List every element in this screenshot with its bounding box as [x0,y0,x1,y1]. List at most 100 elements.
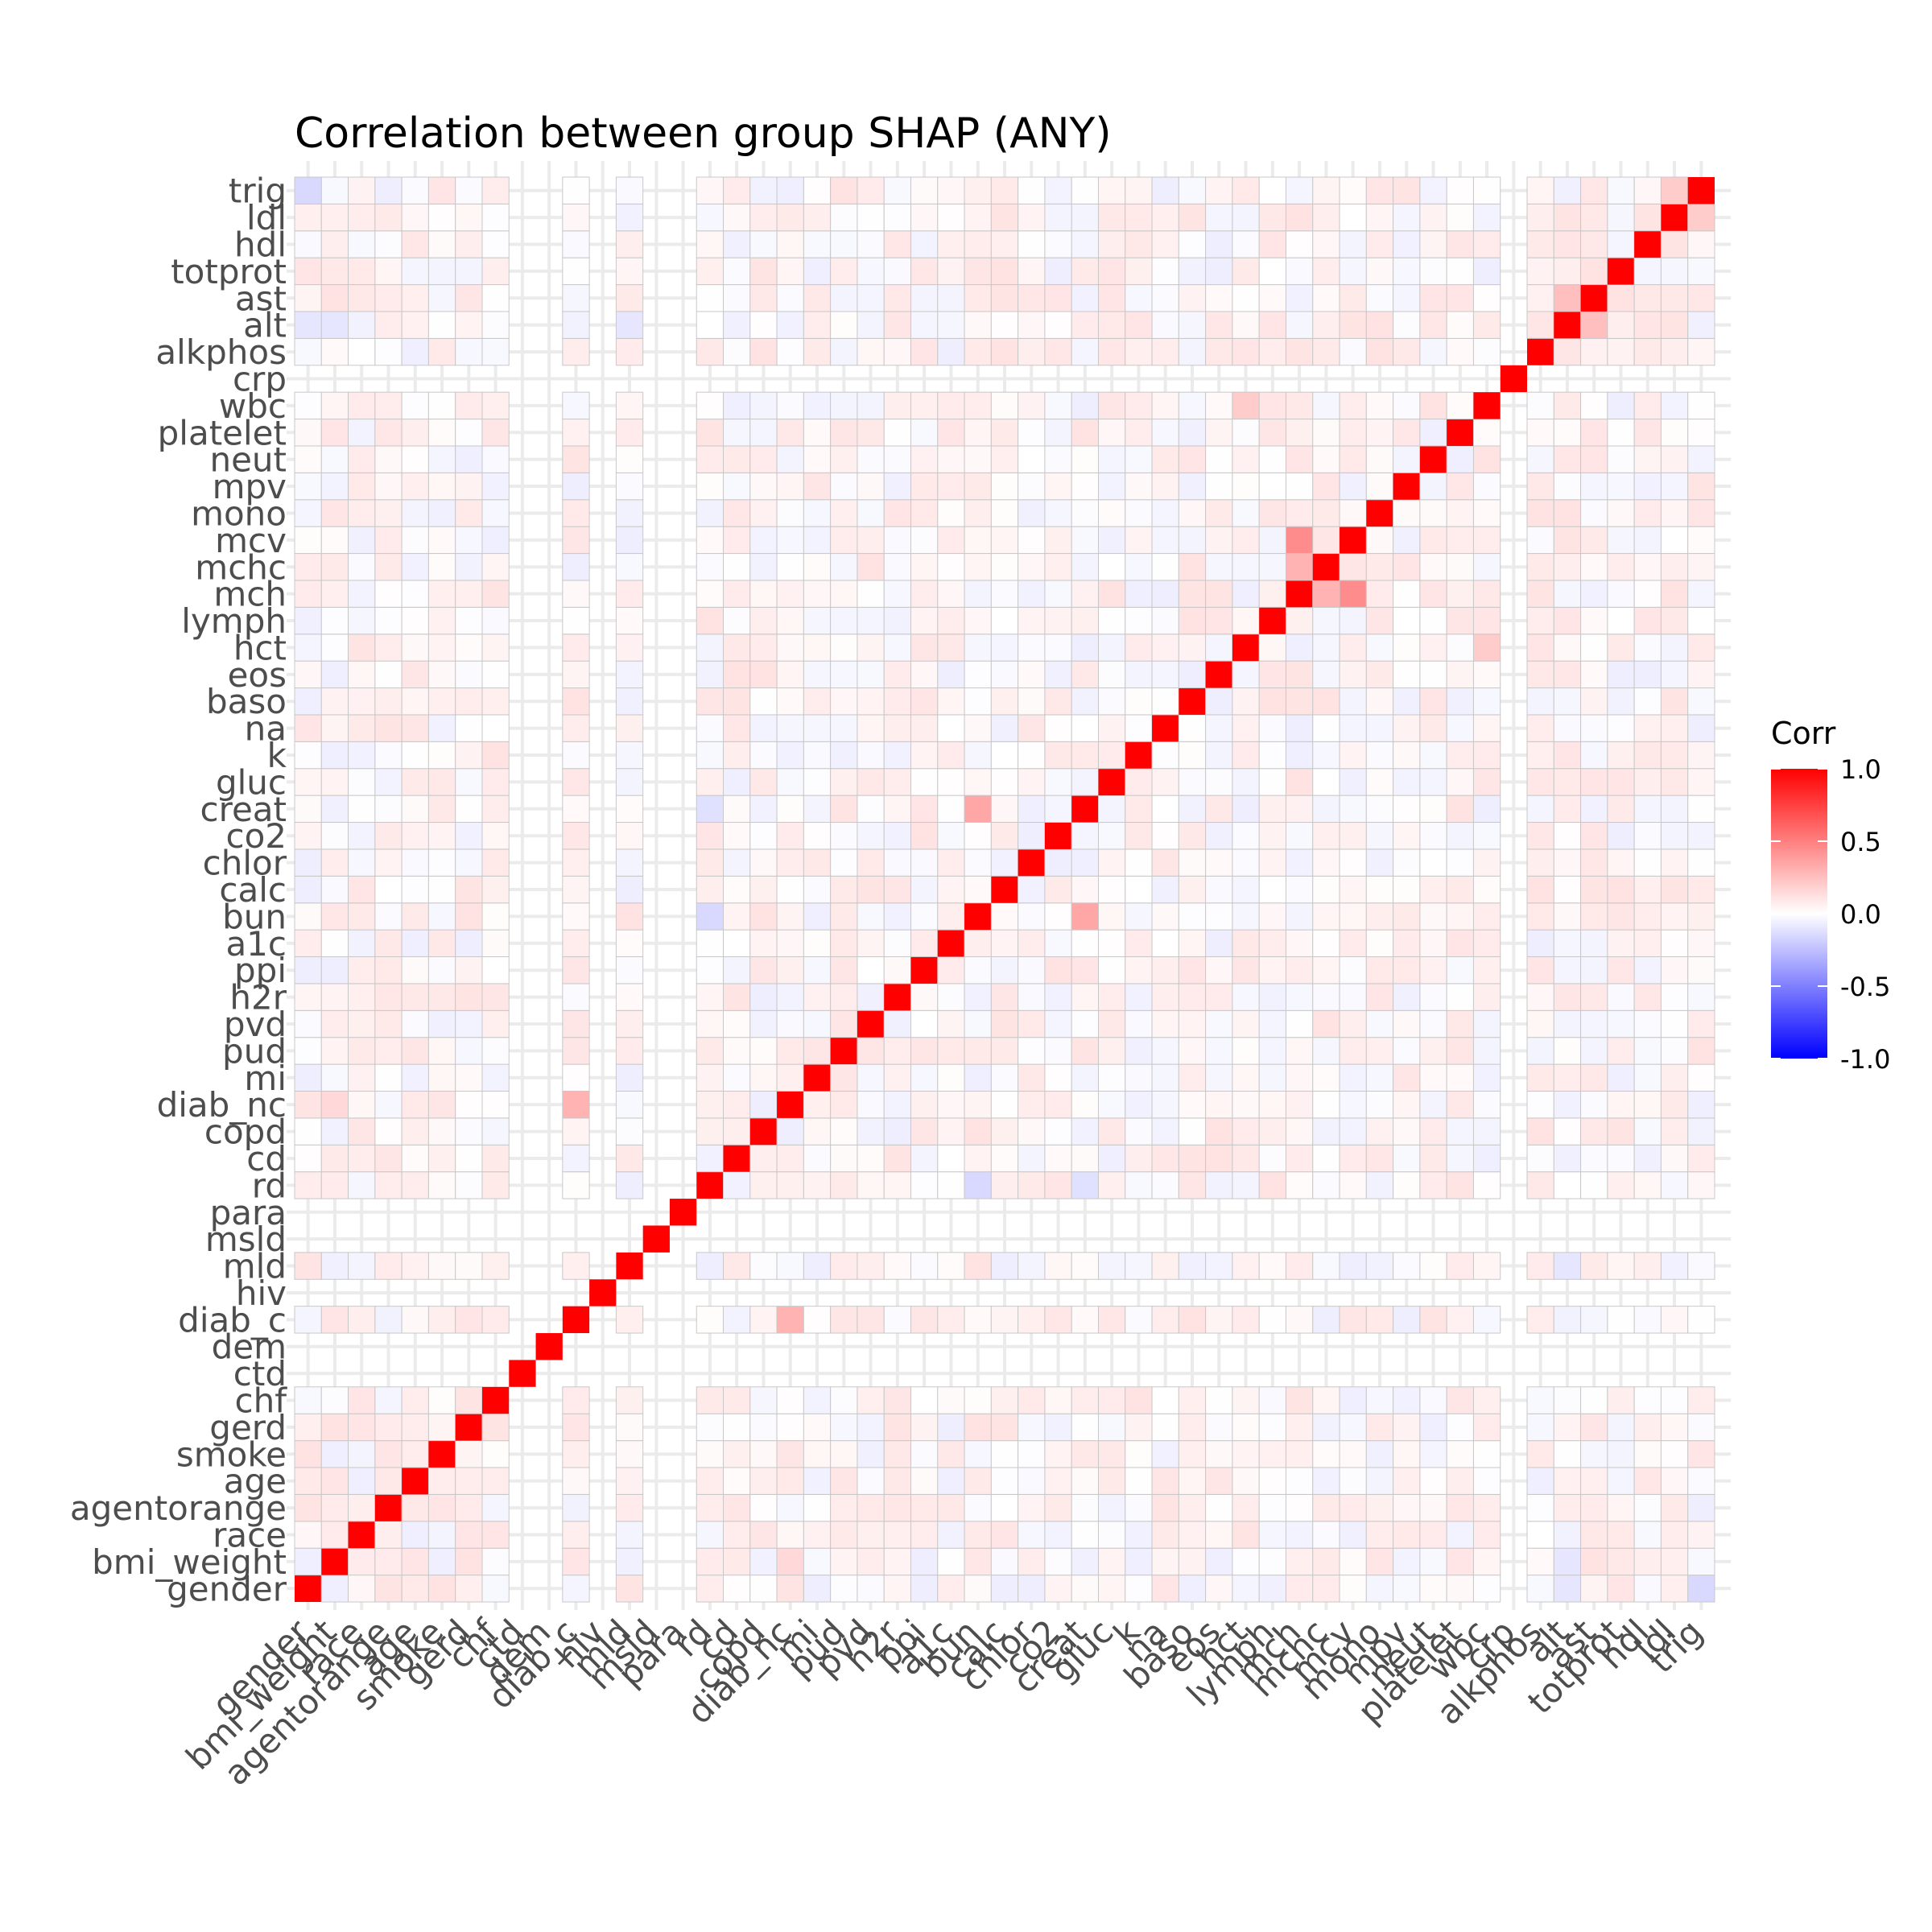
heatmap-cell [1232,311,1260,339]
heatmap-cell [749,875,778,904]
heatmap-cell [990,1090,1019,1119]
heatmap-cell [830,1171,858,1199]
heatmap-cell [830,284,858,312]
heatmap-cell [964,956,992,985]
heatmap-cell [1258,902,1286,931]
heatmap-cell [1419,1090,1447,1119]
heatmap-cell [348,1493,376,1522]
heatmap-cell [1044,714,1072,742]
heatmap-cell [481,875,510,904]
heatmap-cell [910,1440,939,1468]
heatmap-cell [1419,875,1447,904]
heatmap-cell [964,1386,992,1414]
heatmap-cell [1687,230,1715,258]
heatmap-cell [1151,257,1179,286]
heatmap-cell [294,1440,322,1468]
heatmap-cell [1285,741,1314,770]
heatmap-cell [777,1091,804,1118]
heatmap-cell [562,580,590,608]
heatmap-cell [1232,983,1260,1011]
heatmap-cell [1312,176,1340,204]
heatmap-cell [1018,1063,1046,1092]
heatmap-cell [1285,1306,1314,1334]
heatmap-cell [776,1413,804,1442]
heatmap-cell [1071,311,1099,339]
y-tick-label: gender [167,1569,287,1608]
heatmap-cell [1071,1063,1099,1092]
heatmap-cell [1472,929,1501,957]
heatmap-cell [1125,580,1153,608]
heatmap-cell [374,1009,402,1038]
heatmap-cell [1312,687,1340,716]
heatmap-cell [883,848,912,877]
heatmap-cell [1419,983,1447,1011]
heatmap-cell [1526,1547,1554,1576]
heatmap-cell [455,580,483,608]
heatmap-cell [1151,1521,1179,1549]
heatmap-cell [374,875,402,904]
heatmap-cell [1178,1063,1207,1092]
heatmap-cell [1312,1306,1340,1334]
heatmap-cell [749,257,778,286]
heatmap-cell [883,1413,912,1442]
heatmap-cell [320,1521,349,1549]
heatmap-cell [295,1575,322,1602]
heatmap-cell [1660,1386,1689,1414]
heatmap-cell [937,687,965,716]
heatmap-cell [374,1063,402,1092]
heatmap-cell [1125,1117,1153,1146]
heatmap-cell [1419,687,1447,716]
heatmap-cell [1393,311,1421,339]
heatmap-cell [749,1252,778,1280]
heatmap-cell [1553,1493,1582,1522]
heatmap-cell [1526,311,1554,339]
heatmap-cell [990,1144,1019,1173]
heatmap-cell [1232,1493,1260,1522]
heatmap-cell [723,1521,751,1549]
heatmap-cell [776,391,804,420]
heatmap-cell [883,419,912,447]
heatmap-cell [1285,1386,1314,1414]
heatmap-cell [1071,1009,1099,1038]
heatmap-cell [1419,553,1447,581]
heatmap-cell [723,1037,751,1065]
heatmap-cell [481,929,510,957]
heatmap-cell [937,634,965,662]
heatmap-cell [1393,526,1421,555]
heatmap-cell [857,391,885,420]
heatmap-cell [1365,1386,1394,1414]
heatmap-cell [481,1009,510,1038]
heatmap-cell [910,445,939,473]
heatmap-cell [1285,1547,1314,1576]
heatmap-cell [1393,1252,1421,1280]
heatmap-cell [1633,1493,1662,1522]
heatmap-cell [830,1575,858,1603]
heatmap-cell [1607,1063,1635,1092]
heatmap-cell [1419,1037,1447,1065]
heatmap-cell [830,1440,858,1468]
heatmap-cell [857,176,885,204]
heatmap-cell [723,1009,751,1038]
heatmap-cell [320,257,349,286]
heatmap-cell [1526,795,1554,824]
heatmap-cell [455,741,483,770]
heatmap-cell [1365,1547,1394,1576]
heatmap-cell [723,1440,751,1468]
heatmap-cell [1044,419,1072,447]
heatmap-cell [481,203,510,232]
heatmap-cell [776,983,804,1011]
heatmap-cell [1633,660,1662,689]
heatmap-cell [990,419,1019,447]
heatmap-cell [1580,956,1608,985]
heatmap-cell [427,956,456,985]
heatmap-cell [374,526,402,555]
heatmap-cell [937,902,965,931]
heatmap-cell [1446,660,1474,689]
heatmap-cell [830,580,858,608]
heatmap-cell [1205,1063,1233,1092]
heatmap-cell [1633,634,1662,662]
heatmap-cell [776,526,804,555]
heatmap-cell [990,687,1019,716]
heatmap-cell [696,1306,724,1334]
heatmap-cell [374,687,402,716]
